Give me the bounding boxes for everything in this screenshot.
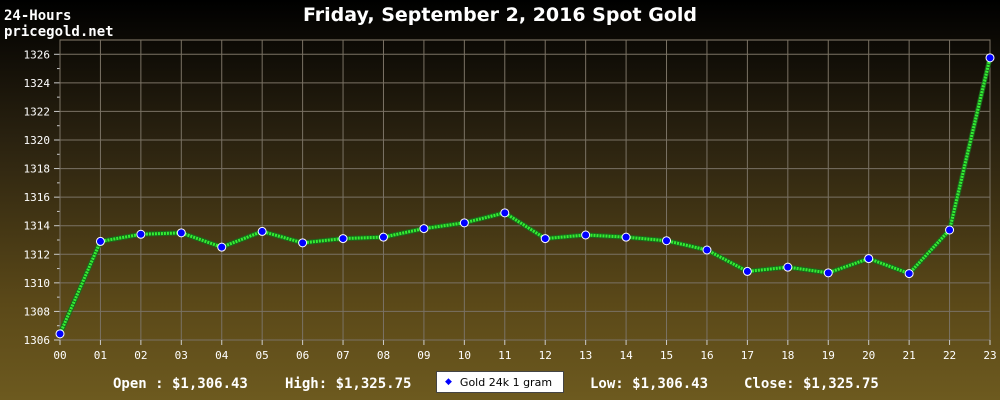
x-tick-label: 04 xyxy=(215,349,229,362)
x-tick-label: 18 xyxy=(781,349,794,362)
data-point xyxy=(742,266,752,276)
data-point xyxy=(581,230,591,240)
x-tick-label: 01 xyxy=(94,349,107,362)
data-point xyxy=(338,234,348,244)
series-line-shadow xyxy=(57,57,993,335)
legend-label: Gold 24k 1 gram xyxy=(459,375,553,389)
y-tick-label: 1322 xyxy=(24,105,51,118)
data-point xyxy=(904,269,914,279)
period-label: 24-Hours xyxy=(4,8,72,24)
x-tick-label: 12 xyxy=(539,349,552,362)
x-tick-label: 23 xyxy=(983,349,996,362)
data-point xyxy=(136,229,146,239)
x-tick-label: 21 xyxy=(903,349,916,362)
x-tick-label: 22 xyxy=(943,349,956,362)
data-point xyxy=(459,218,469,228)
data-point xyxy=(985,53,995,63)
data-point xyxy=(419,224,429,234)
site-label: pricegold.net xyxy=(4,24,114,40)
x-tick-label: 19 xyxy=(822,349,835,362)
data-point xyxy=(217,242,227,252)
y-tick-label: 1320 xyxy=(24,134,51,147)
y-tick-label: 1308 xyxy=(24,305,51,318)
x-tick-label: 20 xyxy=(862,349,875,362)
data-point xyxy=(662,236,672,246)
close-stat: Close: $1,325.75 xyxy=(744,376,879,392)
high-stat: High: $1,325.75 xyxy=(285,376,412,392)
x-tick-label: 02 xyxy=(134,349,147,362)
x-tick-label: 13 xyxy=(579,349,592,362)
y-tick-label: 1318 xyxy=(24,163,51,176)
data-point xyxy=(500,208,510,218)
data-point xyxy=(540,234,550,244)
legend-marker-icon: ◆ xyxy=(445,377,452,387)
chart-header: 24-Hours pricegold.net xyxy=(4,8,114,40)
data-point xyxy=(945,225,955,235)
x-tick-label: 06 xyxy=(296,349,309,362)
plot-area xyxy=(59,39,991,341)
data-point xyxy=(298,238,308,248)
y-tick-label: 1310 xyxy=(24,277,51,290)
y-tick-label: 1314 xyxy=(24,220,51,233)
data-point xyxy=(621,232,631,242)
data-point xyxy=(823,268,833,278)
x-tick-label: 10 xyxy=(458,349,471,362)
data-point xyxy=(257,226,267,236)
x-tick-label: 16 xyxy=(700,349,713,362)
x-tick-label: 17 xyxy=(741,349,754,362)
x-tick-label: 07 xyxy=(336,349,349,362)
data-point xyxy=(864,254,874,264)
data-point xyxy=(783,262,793,272)
data-point xyxy=(378,232,388,242)
data-point xyxy=(176,228,186,238)
series-line xyxy=(58,57,992,335)
legend: ◆ Gold 24k 1 gram xyxy=(436,371,564,393)
data-point xyxy=(702,245,712,255)
x-tick-label: 09 xyxy=(417,349,430,362)
x-tick-label: 11 xyxy=(498,349,511,362)
y-tick-label: 1326 xyxy=(24,48,51,61)
x-tick-label: 15 xyxy=(660,349,673,362)
x-tick-label: 08 xyxy=(377,349,390,362)
open-stat: Open : $1,306.43 xyxy=(113,376,248,392)
y-tick-label: 1312 xyxy=(24,248,51,261)
data-point xyxy=(55,329,65,339)
x-tick-label: 03 xyxy=(175,349,188,362)
y-tick-label: 1306 xyxy=(24,334,51,347)
x-tick-label: 14 xyxy=(619,349,633,362)
y-tick-label: 1324 xyxy=(24,77,51,90)
chart-title: Friday, September 2, 2016 Spot Gold xyxy=(303,4,697,26)
data-point xyxy=(95,236,105,246)
x-tick-label: 00 xyxy=(53,349,66,362)
y-tick-label: 1316 xyxy=(24,191,51,204)
low-stat: Low: $1,306.43 xyxy=(590,376,709,392)
x-tick-label: 05 xyxy=(256,349,269,362)
